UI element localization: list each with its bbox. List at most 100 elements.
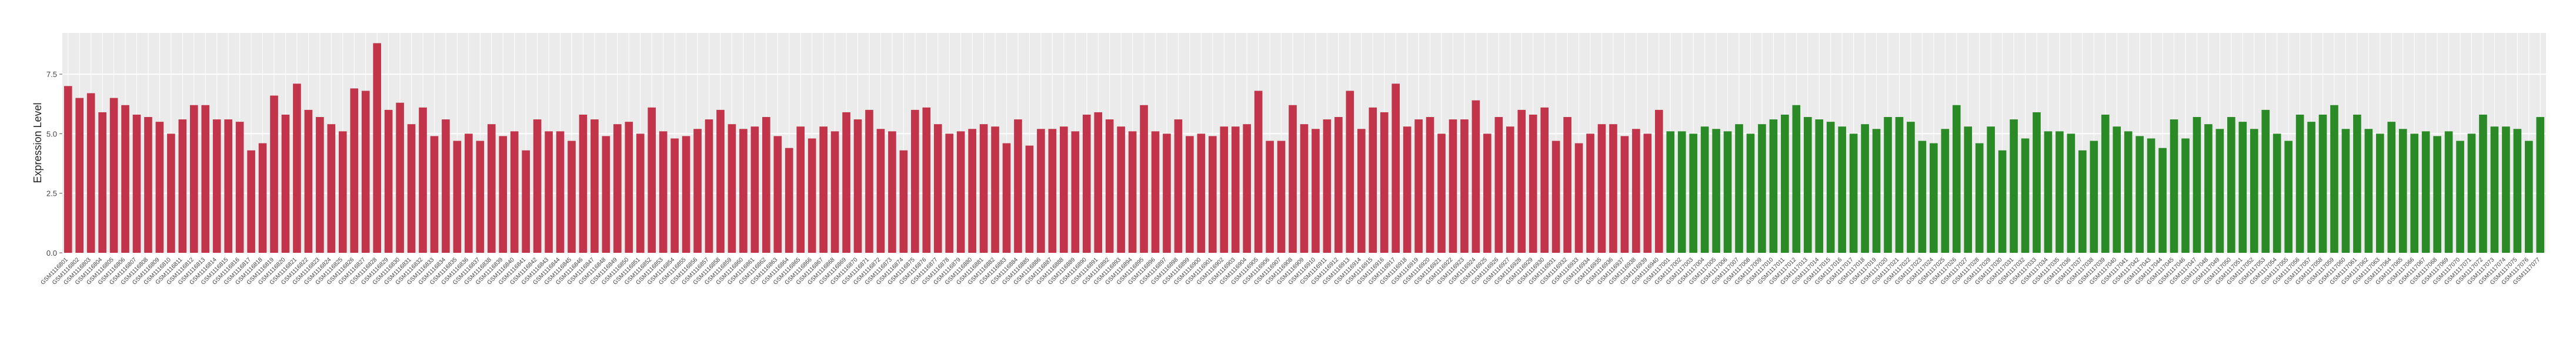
bar [384,109,393,253]
bar [568,141,576,253]
bar [1437,133,1446,253]
bar [899,150,908,253]
bar [396,102,404,253]
bar [1380,112,1389,253]
bar [602,136,610,253]
bar [1220,126,1229,253]
bar [911,109,919,253]
bar [1163,133,1171,253]
bar [178,119,187,253]
bar [693,129,702,253]
bar [1483,133,1491,253]
bar [2227,117,2235,253]
bar [522,150,530,253]
bar [1964,126,1973,253]
bar [1838,126,1846,253]
bar [75,98,84,253]
bar [853,119,862,253]
bar [1323,119,1332,253]
bar [842,112,850,253]
y-axis-title: Expression Level [32,102,44,183]
bar [2193,117,2201,253]
bar [1861,124,1869,253]
bar [1300,124,1309,253]
bar [1746,133,1755,253]
bar [2056,131,2064,253]
bar [2387,122,2396,253]
y-tick-label: 7.5 [46,70,57,79]
bar [1735,124,1743,253]
bar [728,124,736,253]
bar [1609,124,1617,253]
bar [1277,141,1286,253]
bar [1140,105,1148,253]
bar [933,124,942,253]
bar [2295,114,2304,253]
bar [991,126,999,253]
bar [201,105,210,253]
bar [2353,114,2361,253]
bar [2010,119,2018,253]
bar [2444,131,2453,253]
bar [144,117,152,253]
bar [1849,133,1858,253]
bar [2135,136,2144,253]
bar [2113,126,2121,253]
bar [590,119,599,253]
bar [121,105,129,253]
bar [956,131,965,253]
bar [533,119,542,253]
bar [1128,131,1137,253]
bar [64,86,72,253]
bar [1654,109,1663,253]
bar [2090,141,2098,253]
bar [1312,129,1320,253]
bar [945,133,954,253]
bar [1037,129,1045,253]
bar [2490,126,2499,253]
bar [1426,117,1434,253]
bar [476,141,485,253]
bar [1952,105,1961,253]
bar [2204,124,2213,253]
bar [865,109,873,253]
bar [830,131,839,253]
bar [1517,109,1526,253]
bar [98,112,106,253]
bar [819,126,827,253]
bar [281,114,290,253]
bar [1254,91,1263,253]
bar [922,107,931,253]
bar [293,83,301,253]
bar [1689,133,1697,253]
bar [1346,91,1354,253]
bar [807,138,816,253]
bar [796,126,805,253]
bar [1723,131,1732,253]
bar [1449,119,1457,253]
bar [1941,129,1950,253]
bar [1174,119,1183,253]
bar [2502,126,2510,253]
y-tick-label: 5.0 [46,129,57,138]
bar [2536,117,2545,253]
bar [1209,136,1217,253]
bar [625,122,633,253]
bar [338,131,347,253]
bar [1392,83,1400,253]
bar [2318,114,2327,253]
bar [1930,143,1938,253]
bar [270,95,278,253]
bar [613,124,622,253]
bar [2364,129,2373,253]
bar [1002,143,1011,253]
bar [1082,114,1091,253]
bar [1357,129,1366,253]
bar [750,126,759,253]
bar [1117,126,1125,253]
bar [2250,129,2258,253]
bar [579,114,588,253]
bar [670,138,679,253]
bar [86,93,95,253]
